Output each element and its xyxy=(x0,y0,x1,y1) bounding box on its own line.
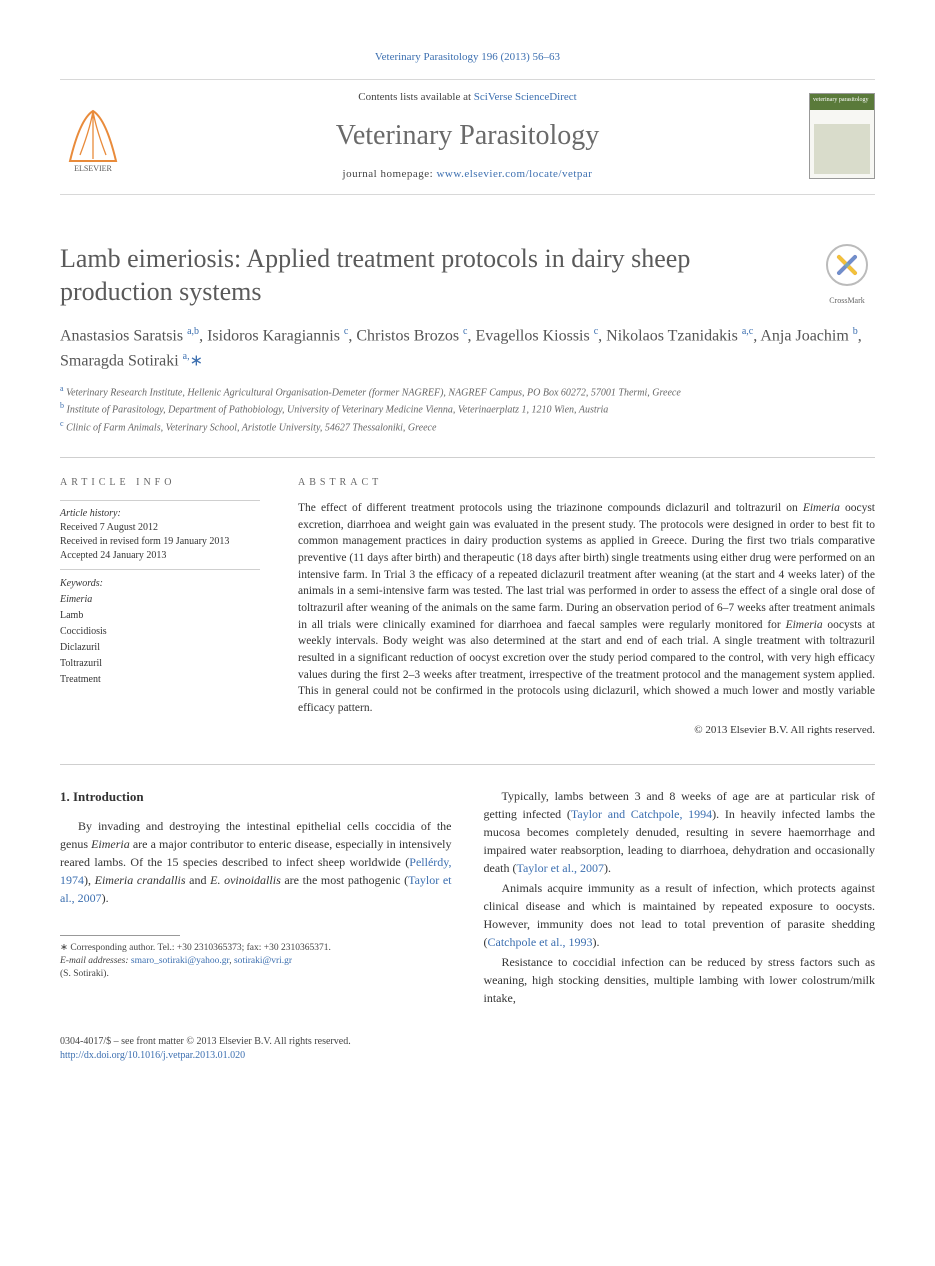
svg-text:ELSEVIER: ELSEVIER xyxy=(74,164,112,173)
keywords-heading: Keywords: xyxy=(60,578,103,589)
crossmark-icon xyxy=(825,243,869,287)
divider xyxy=(60,764,875,765)
cover-text: veterinary parasitology xyxy=(813,96,868,104)
history-received: Received 7 August 2012 xyxy=(60,521,260,535)
abstract-copyright: © 2013 Elsevier B.V. All rights reserved… xyxy=(298,723,875,738)
affiliation-c: c Clinic of Farm Animals, Veterinary Sch… xyxy=(60,418,875,435)
elsevier-logo: ELSEVIER xyxy=(60,99,126,173)
abstract-column: abstract The effect of different treatme… xyxy=(298,476,875,738)
keyword: Eimeria xyxy=(60,592,260,608)
article-title: Lamb eimeriosis: Applied treatment proto… xyxy=(60,243,799,308)
sciencedirect-link[interactable]: SciVerse ScienceDirect xyxy=(474,91,577,103)
keyword: Coccidiosis xyxy=(60,624,260,640)
journal-name: Veterinary Parasitology xyxy=(144,116,791,155)
body-column-left: 1. Introduction By invading and destroyi… xyxy=(60,787,452,1009)
abstract-text: The effect of different treatment protoc… xyxy=(298,500,875,717)
corresponding-email-link[interactable]: sotiraki@vri.gr xyxy=(234,956,292,966)
top-citation: Veterinary Parasitology 196 (2013) 56–63 xyxy=(60,50,875,65)
keyword: Treatment xyxy=(60,672,260,688)
journal-homepage-link[interactable]: www.elsevier.com/locate/vetpar xyxy=(436,168,592,180)
intro-para: Resistance to coccidial infection can be… xyxy=(484,953,876,1007)
history-accepted: Accepted 24 January 2013 xyxy=(60,549,260,563)
history-revised: Received in revised form 19 January 2013 xyxy=(60,535,260,549)
intro-para: Animals acquire immunity as a result of … xyxy=(484,879,876,951)
masthead: ELSEVIER Contents lists available at Sci… xyxy=(60,79,875,195)
corresponding-email-link[interactable]: smaro_sotiraki@yahoo.gr xyxy=(131,956,229,966)
author-list: Anastasios Saratsis a,b, Isidoros Karagi… xyxy=(60,324,875,373)
journal-homepage-line: journal homepage: www.elsevier.com/locat… xyxy=(144,167,791,182)
crossmark-label: CrossMark xyxy=(819,295,875,306)
journal-cover-thumbnail: veterinary parasitology xyxy=(809,93,875,179)
homepage-prefix: journal homepage: xyxy=(343,168,437,180)
contents-prefix: Contents lists available at xyxy=(358,91,473,103)
intro-para: Typically, lambs between 3 and 8 weeks o… xyxy=(484,787,876,877)
section-heading-intro: 1. Introduction xyxy=(60,787,452,807)
intro-para: By invading and destroying the intestina… xyxy=(60,817,452,907)
article-history-heading: Article history: xyxy=(60,508,121,519)
keyword: Diclazuril xyxy=(60,640,260,656)
article-info-column: article info Article history: Received 7… xyxy=(60,476,260,738)
crossmark-badge[interactable]: CrossMark xyxy=(819,243,875,305)
email-label: E-mail addresses: xyxy=(60,956,129,966)
footer-copyright: 0304-4017/$ – see front matter © 2013 El… xyxy=(60,1035,875,1049)
affiliations: a Veterinary Research Institute, Helleni… xyxy=(60,383,875,435)
doi-link[interactable]: http://dx.doi.org/10.1016/j.vetpar.2013.… xyxy=(60,1050,245,1061)
correspondence-footnote: ∗ Corresponding author. Tel.: +30 231036… xyxy=(60,942,452,982)
keyword: Lamb xyxy=(60,608,260,624)
abstract-heading: abstract xyxy=(298,476,875,490)
contents-available-line: Contents lists available at SciVerse Sci… xyxy=(144,90,791,105)
footnote-rule xyxy=(60,935,180,936)
affiliation-a: a Veterinary Research Institute, Helleni… xyxy=(60,383,875,400)
article-info-heading: article info xyxy=(60,476,260,490)
keyword: Toltrazuril xyxy=(60,656,260,672)
corresponding-author-name: (S. Sotiraki). xyxy=(60,969,109,979)
page-footer: 0304-4017/$ – see front matter © 2013 El… xyxy=(60,1035,875,1063)
affiliation-b: b Institute of Parasitology, Department … xyxy=(60,400,875,417)
body-column-right: Typically, lambs between 3 and 8 weeks o… xyxy=(484,787,876,1009)
divider xyxy=(60,457,875,458)
